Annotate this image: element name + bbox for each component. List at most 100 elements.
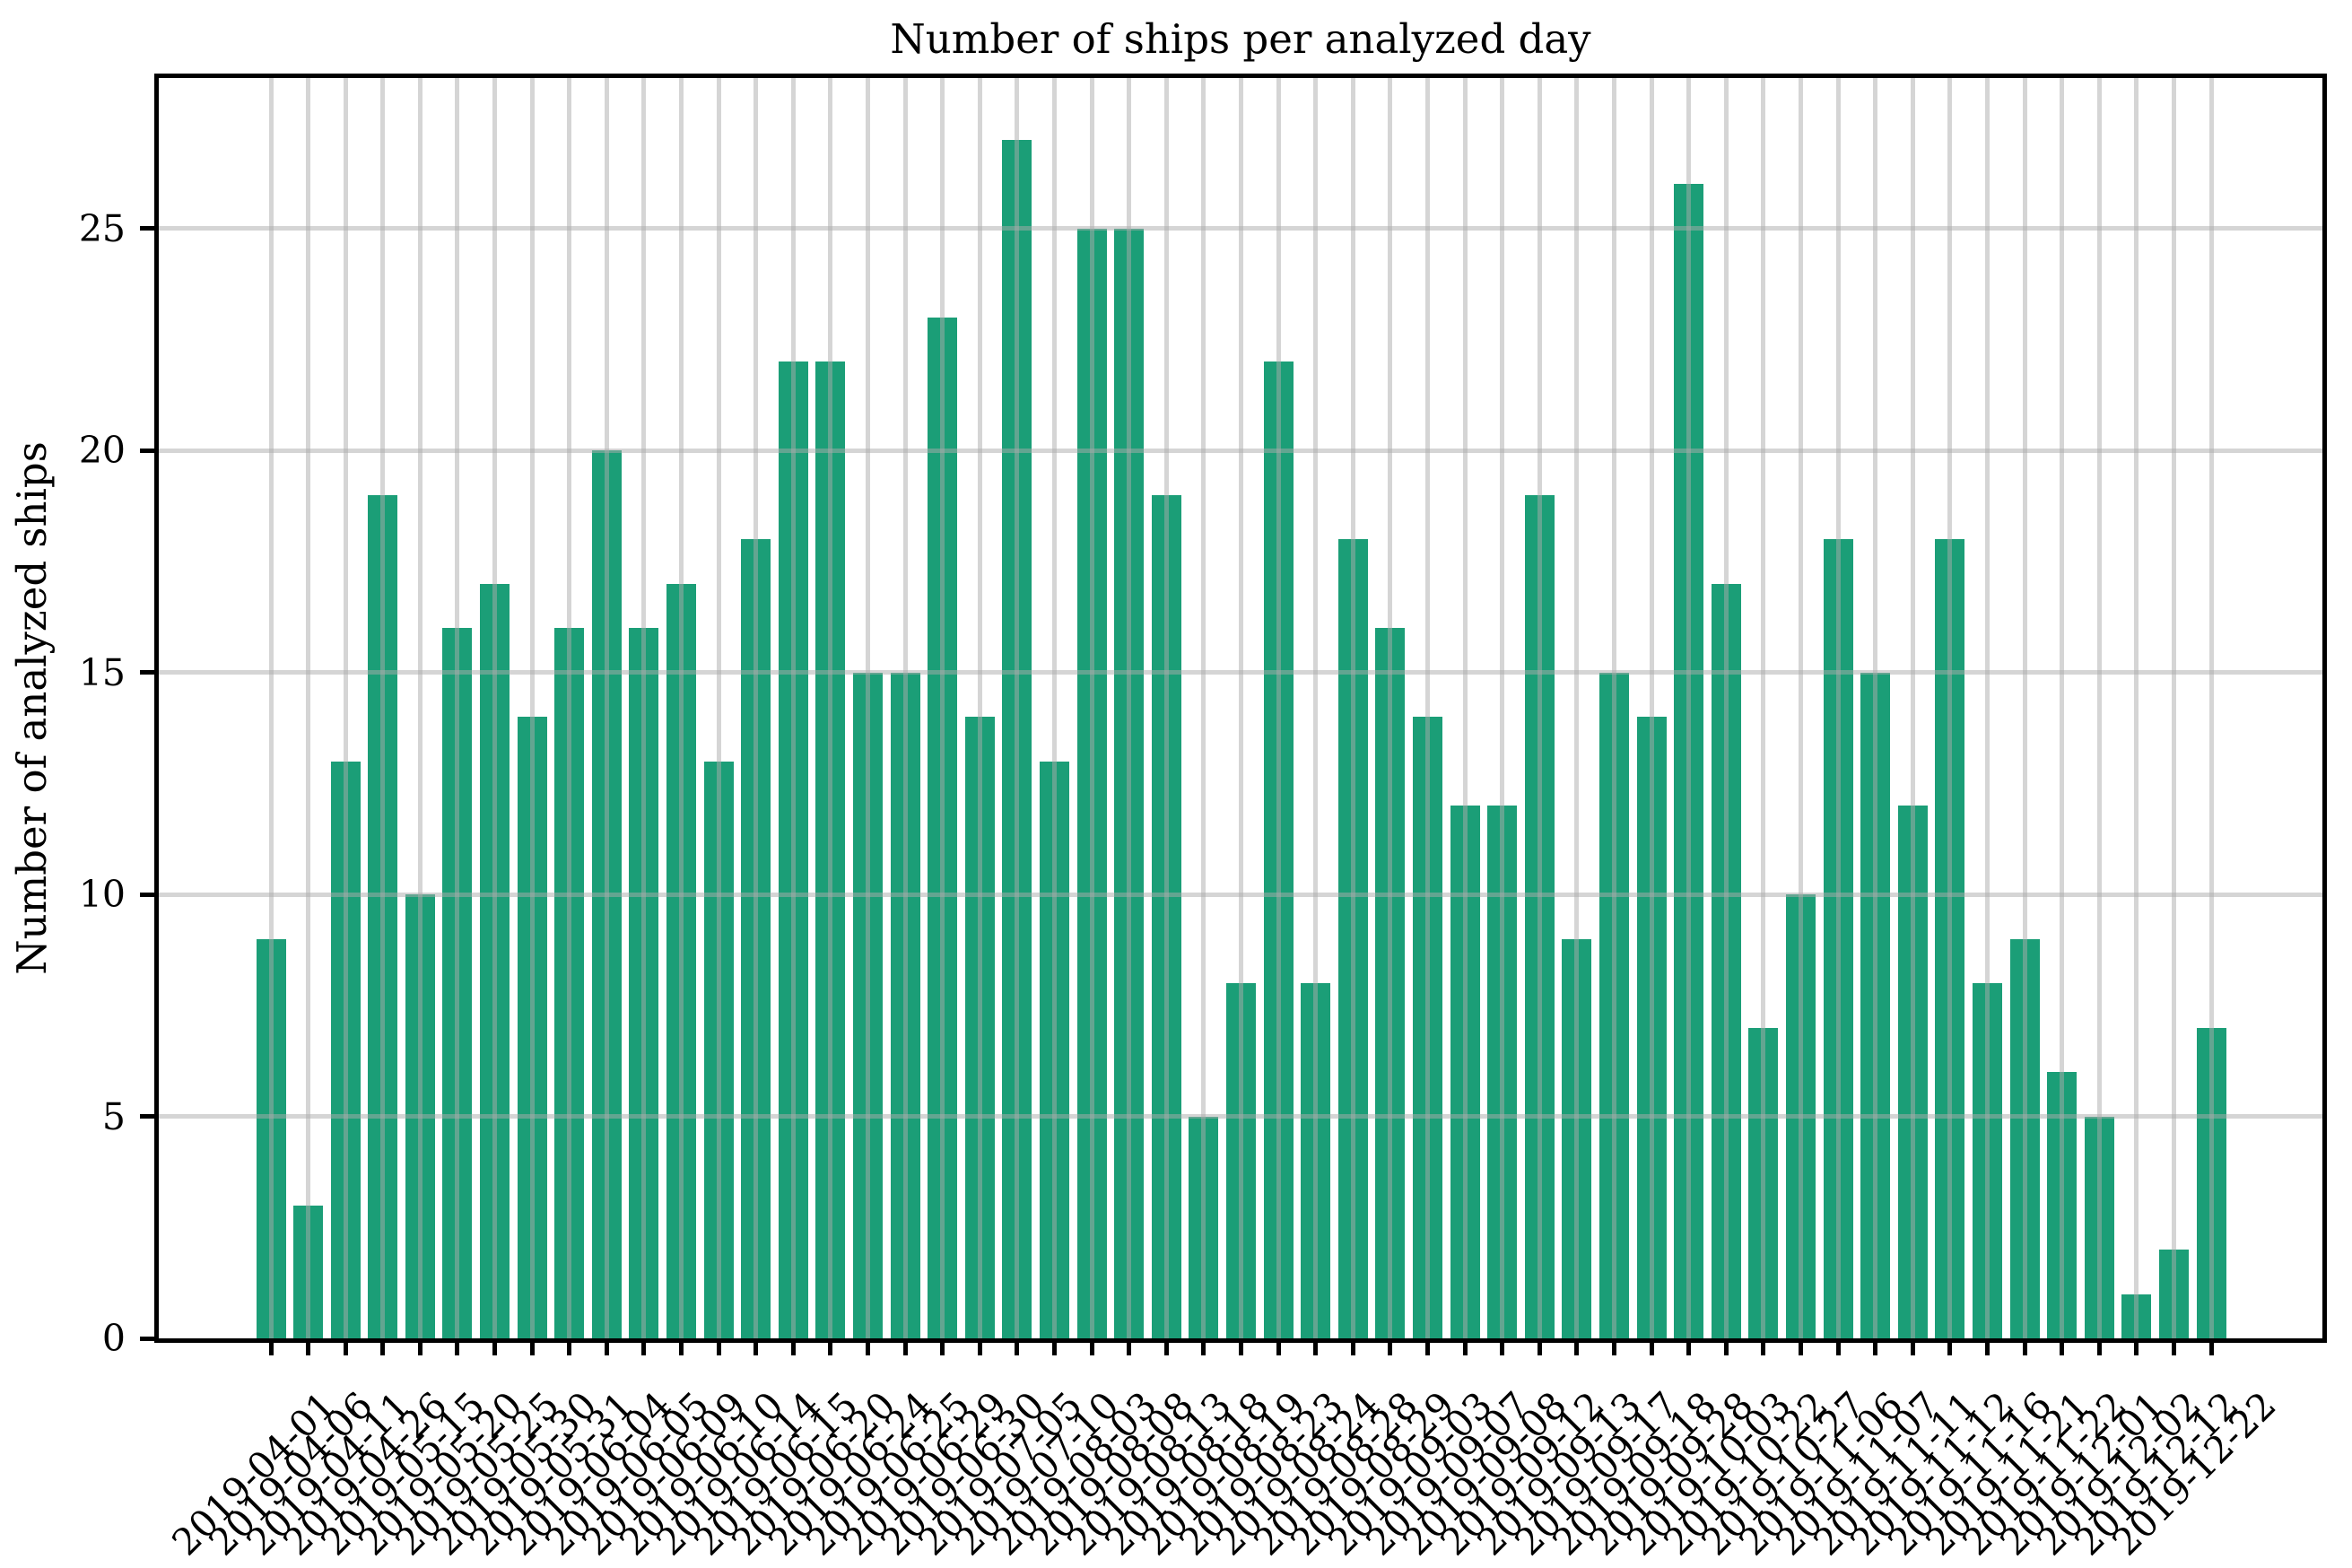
gridline-vertical [1910, 78, 1915, 1338]
y-axis-label-container: Number of analyzed ships [0, 78, 63, 1338]
y-tick-label: 5 [101, 1094, 126, 1138]
x-tick-mark [1276, 1340, 1281, 1355]
gridline-vertical [940, 78, 945, 1338]
gridline-vertical [268, 78, 274, 1338]
x-tick-mark [1052, 1340, 1058, 1355]
gridline-horizontal [159, 892, 2322, 897]
gridline-vertical [641, 78, 647, 1338]
x-tick-mark [1910, 1340, 1915, 1355]
x-tick-mark [1089, 1340, 1094, 1355]
x-tick-mark [866, 1340, 871, 1355]
gridline-vertical [1611, 78, 1616, 1338]
x-tick-mark [1873, 1340, 1878, 1355]
gridline-vertical [2208, 78, 2214, 1338]
gridline-vertical [1984, 78, 1990, 1338]
gridline-vertical [1686, 78, 1692, 1338]
gridline-vertical [2060, 78, 2065, 1338]
x-tick-mark [1201, 1340, 1206, 1355]
x-tick-mark [343, 1340, 348, 1355]
gridline-vertical [1873, 78, 1878, 1338]
x-tick-mark [1649, 1340, 1654, 1355]
x-tick-mark [1611, 1340, 1616, 1355]
x-tick-mark [1163, 1340, 1169, 1355]
gridline-vertical [604, 78, 609, 1338]
x-tick-mark [1984, 1340, 1990, 1355]
gridline-vertical [1761, 78, 1766, 1338]
x-tick-mark [529, 1340, 535, 1355]
gridline-horizontal [159, 670, 2322, 675]
gridline-vertical [417, 78, 422, 1338]
gridline-vertical [529, 78, 535, 1338]
x-tick-mark [1686, 1340, 1692, 1355]
gridline-vertical [1798, 78, 1803, 1338]
gridline-vertical [2134, 78, 2139, 1338]
x-tick-mark [1574, 1340, 1580, 1355]
x-tick-mark [977, 1340, 982, 1355]
x-tick-mark [641, 1340, 647, 1355]
x-tick-mark [604, 1340, 609, 1355]
y-tick-label: 10 [78, 873, 126, 916]
gridline-vertical [1723, 78, 1729, 1338]
gridline-vertical [1500, 78, 1505, 1338]
y-tick-mark [140, 892, 154, 897]
gridline-vertical [1239, 78, 1243, 1338]
gridline-vertical [2022, 78, 2027, 1338]
x-tick-mark [455, 1340, 460, 1355]
x-tick-mark [754, 1340, 759, 1355]
x-tick-mark [1015, 1340, 1020, 1355]
y-tick-mark [140, 1336, 154, 1341]
gridline-vertical [1350, 78, 1355, 1338]
x-tick-mark [2208, 1340, 2214, 1355]
gridline-vertical [380, 78, 386, 1338]
x-tick-mark [1500, 1340, 1505, 1355]
x-tick-mark [1239, 1340, 1243, 1355]
y-tick-label: 20 [78, 429, 126, 472]
gridline-vertical [455, 78, 460, 1338]
gridline-vertical [1313, 78, 1319, 1338]
x-tick-mark [1462, 1340, 1468, 1355]
x-tick-mark [2060, 1340, 2065, 1355]
x-tick-mark [902, 1340, 908, 1355]
gridline-vertical [1574, 78, 1580, 1338]
plot-inner [159, 78, 2322, 1338]
x-tick-mark [567, 1340, 572, 1355]
gridline-vertical [1649, 78, 1654, 1338]
y-tick-mark [140, 448, 154, 453]
x-tick-mark [790, 1340, 796, 1355]
gridline-vertical [2171, 78, 2176, 1338]
gridline-vertical [1835, 78, 1841, 1338]
gridline-vertical [1947, 78, 1953, 1338]
x-tick-mark [1350, 1340, 1355, 1355]
x-tick-mark [492, 1340, 498, 1355]
x-tick-mark [679, 1340, 684, 1355]
gridline-vertical [828, 78, 833, 1338]
x-tick-mark [1537, 1340, 1542, 1355]
gridline-vertical [1537, 78, 1542, 1338]
gridline-vertical [1424, 78, 1430, 1338]
gridline-vertical [977, 78, 982, 1338]
gridline-vertical [754, 78, 759, 1338]
x-tick-mark [1947, 1340, 1953, 1355]
y-tick-mark [140, 1114, 154, 1119]
x-tick-mark [2096, 1340, 2102, 1355]
gridline-vertical [1201, 78, 1206, 1338]
y-tick-mark [140, 226, 154, 231]
gridline-vertical [679, 78, 684, 1338]
x-tick-mark [1388, 1340, 1393, 1355]
gridline-horizontal [159, 1114, 2322, 1119]
gridline-vertical [1089, 78, 1094, 1338]
x-tick-mark [1313, 1340, 1319, 1355]
y-tick-mark [140, 670, 154, 675]
gridline-vertical [716, 78, 721, 1338]
x-tick-mark [828, 1340, 833, 1355]
gridline-vertical [1276, 78, 1281, 1338]
x-tick-mark [1798, 1340, 1803, 1355]
x-tick-mark [1424, 1340, 1430, 1355]
x-tick-mark [417, 1340, 422, 1355]
plot-area [154, 74, 2327, 1343]
gridline-vertical [567, 78, 572, 1338]
gridline-vertical [790, 78, 796, 1338]
gridline-vertical [902, 78, 908, 1338]
x-tick-mark [1835, 1340, 1841, 1355]
